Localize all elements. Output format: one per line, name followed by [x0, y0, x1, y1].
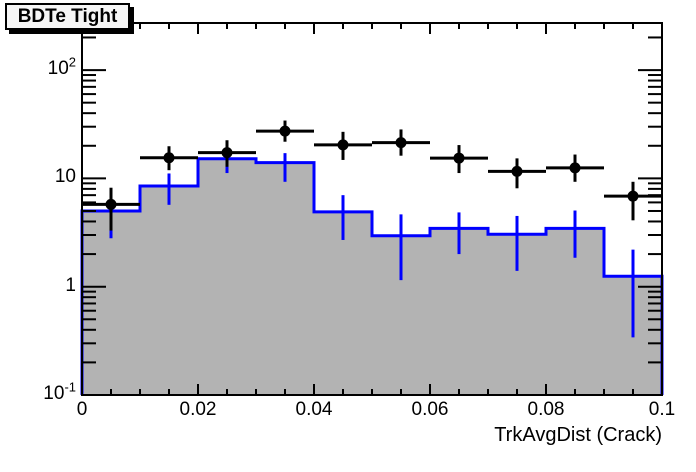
data-point-marker [395, 137, 407, 149]
histogram-fill [82, 158, 662, 395]
data-point-marker [569, 162, 581, 174]
x-tick-label: 0.06 [411, 399, 449, 420]
x-tick-label: 0.02 [179, 399, 217, 420]
data-point-marker [105, 198, 117, 210]
y-tick-label: 102 [47, 54, 76, 80]
data-point-marker [627, 190, 639, 202]
data-point-marker [163, 152, 175, 164]
y-tick-label: 10-1 [43, 379, 76, 404]
x-tick-label: 0.08 [527, 399, 565, 420]
data-point-marker [337, 139, 349, 151]
plot-title: BDTe Tight [17, 5, 118, 27]
y-tick-label: 10 [54, 166, 76, 188]
x-axis-title: TrkAvgDist (Crack) [494, 424, 662, 446]
data-point-marker [453, 152, 465, 164]
y-tick-label: 1 [65, 274, 76, 296]
data-point-marker [221, 147, 233, 159]
x-tick-label: 0.1 [648, 399, 676, 420]
data-point-marker [279, 125, 291, 137]
title-box: BDTe Tight [5, 3, 130, 30]
data-point-marker [511, 165, 523, 177]
x-tick-label: 0.04 [295, 399, 333, 420]
x-tick-label: 0 [76, 399, 88, 420]
